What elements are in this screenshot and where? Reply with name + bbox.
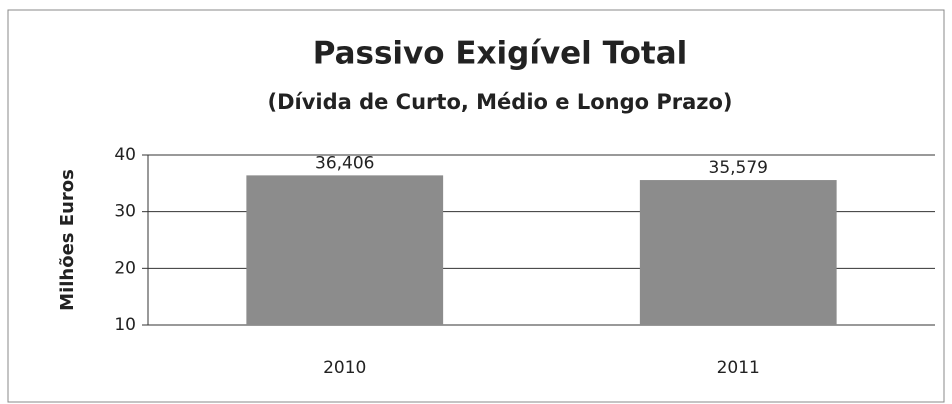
- chart-title: Passivo Exigível Total: [313, 36, 688, 72]
- bar: [246, 175, 444, 325]
- x-tick-label: 2010: [323, 358, 366, 378]
- y-axis-label: Milhões Euros: [57, 169, 78, 311]
- y-tick-label: 30: [114, 202, 136, 222]
- chart-subtitle: (Dívida de Curto, Médio e Longo Prazo): [267, 90, 732, 114]
- data-label: 36,406: [315, 153, 374, 173]
- data-label: 35,579: [709, 158, 768, 178]
- y-tick-label: 10: [114, 315, 136, 335]
- y-tick-label: 20: [114, 258, 136, 278]
- x-tick-label: 2011: [717, 358, 760, 378]
- y-tick-label: 40: [114, 145, 136, 165]
- bar: [639, 180, 837, 325]
